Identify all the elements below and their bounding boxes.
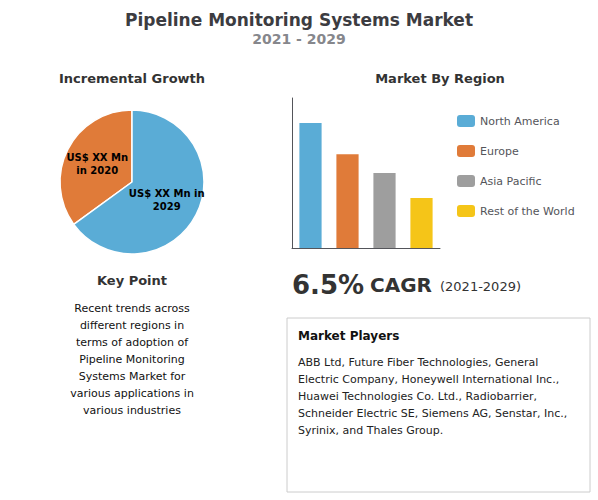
svg-text:Europe: Europe: [480, 145, 519, 158]
svg-text:Pipeline Monitoring Systems Ma: Pipeline Monitoring Systems Market: [125, 10, 473, 30]
svg-text:Rest of the World: Rest of the World: [480, 205, 575, 218]
svg-text:US$ XX Mn in: US$ XX Mn in: [129, 188, 205, 199]
svg-text:US$ XX Mn: US$ XX Mn: [66, 152, 128, 163]
svg-text:Market Players: Market Players: [298, 329, 399, 343]
svg-text:6.5%: 6.5%: [292, 270, 364, 300]
svg-text:Incremental Growth: Incremental Growth: [59, 71, 205, 86]
svg-text:Asia Pacific: Asia Pacific: [480, 175, 542, 188]
svg-text:Market By Region: Market By Region: [375, 71, 505, 86]
svg-text:various industries: various industries: [83, 404, 181, 417]
svg-text:(2021-2029): (2021-2029): [440, 279, 521, 294]
svg-text:2029: 2029: [153, 201, 181, 212]
svg-text:various applications in: various applications in: [70, 387, 194, 400]
svg-text:Key Point: Key Point: [97, 273, 167, 288]
svg-text:Recent trends across: Recent trends across: [74, 302, 190, 315]
svg-text:ABB Ltd, Future Fiber Technolo: ABB Ltd, Future Fiber Technologies, Gene…: [298, 356, 542, 369]
svg-text:different regions in: different regions in: [80, 319, 184, 332]
svg-text:Systems Market for: Systems Market for: [79, 370, 186, 383]
svg-text:Schneider Electric SE, Siemens: Schneider Electric SE, Siemens AG, Senst…: [298, 407, 571, 420]
svg-text:CAGR: CAGR: [370, 273, 432, 297]
svg-text:North America: North America: [480, 115, 560, 128]
svg-text:Electric Company, Honeywell In: Electric Company, Honeywell Internationa…: [298, 373, 563, 386]
svg-text:Pipeline Monitoring: Pipeline Monitoring: [79, 353, 184, 366]
svg-text:Huawei Technologies Co. Ltd.,: Huawei Technologies Co. Ltd., Radiobarri…: [298, 390, 540, 403]
svg-text:terms of adoption of: terms of adoption of: [76, 336, 189, 349]
svg-text:2021 - 2029: 2021 - 2029: [252, 31, 346, 47]
svg-text:Syrinix, and Thales Group.: Syrinix, and Thales Group.: [298, 424, 443, 437]
svg-text:in 2020: in 2020: [76, 165, 118, 176]
